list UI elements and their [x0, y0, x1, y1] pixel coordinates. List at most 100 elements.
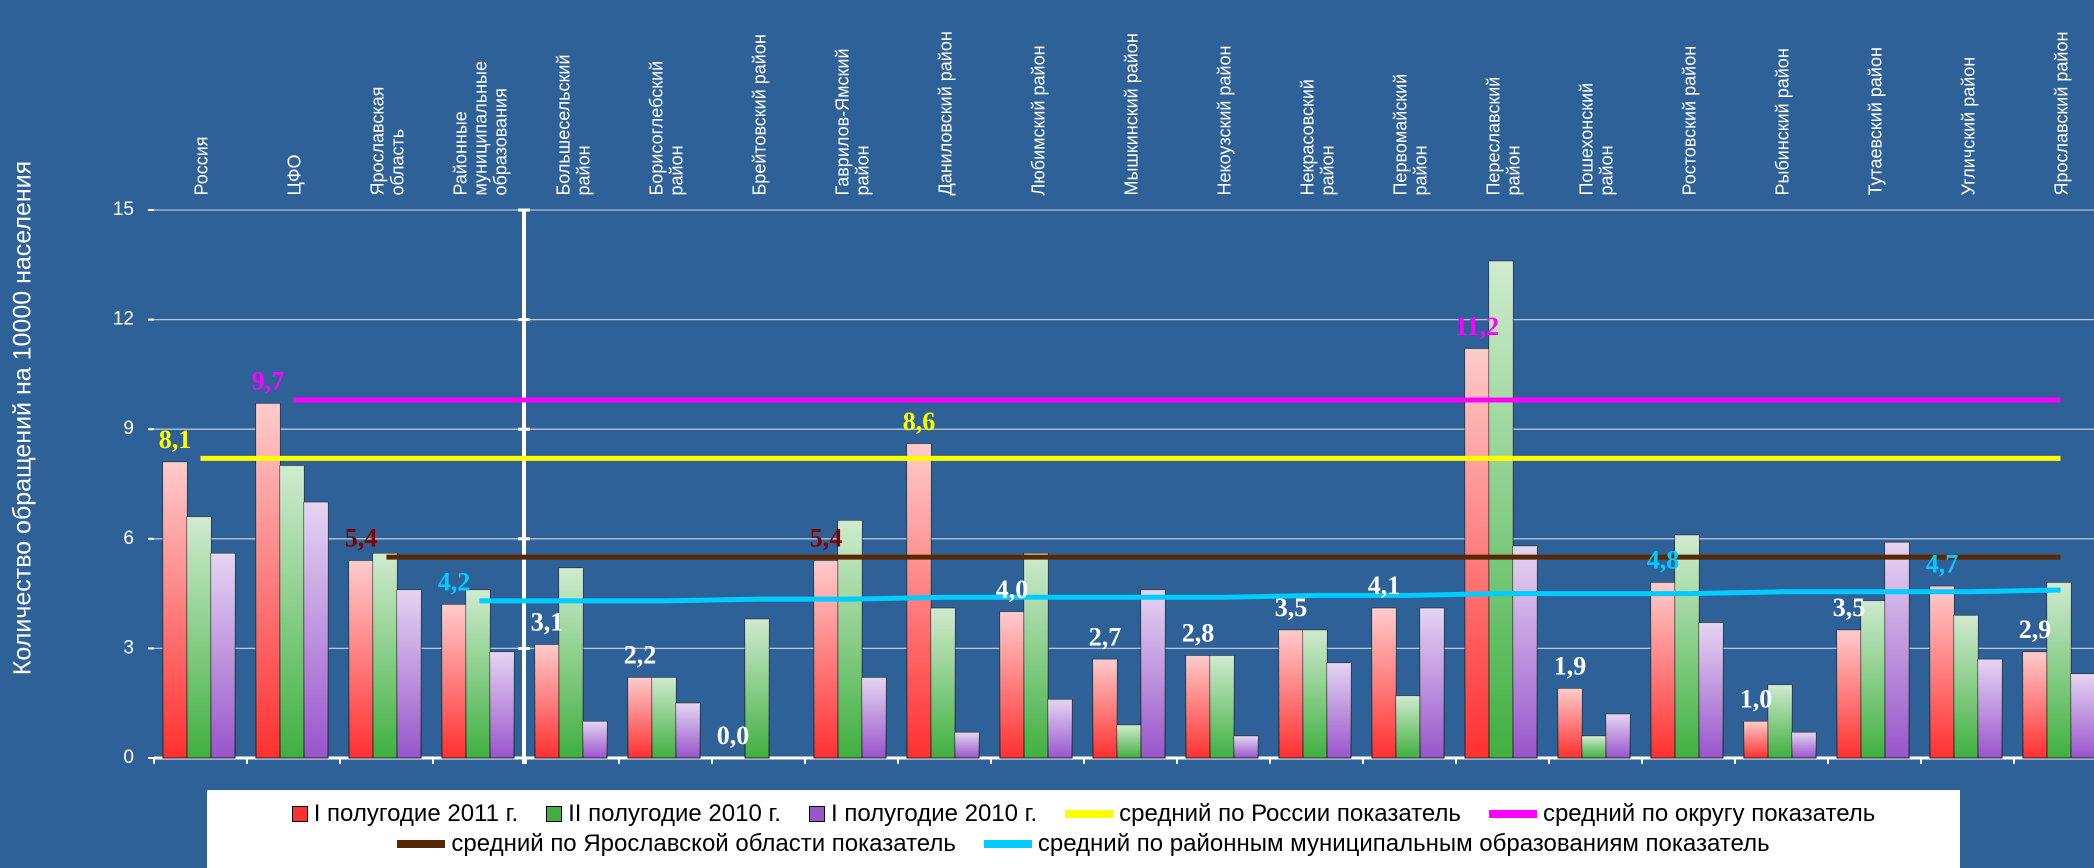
bar	[558, 567, 584, 759]
legend-label: I полугодие 2011 г.	[313, 800, 519, 827]
legend-swatch	[291, 806, 308, 822]
x-tick-label: Мышкинский район	[1120, 32, 1141, 195]
bar	[930, 607, 956, 759]
legend-item: I полугодие 2010 г.	[808, 800, 1038, 828]
bar	[2022, 651, 2048, 759]
bar	[627, 677, 653, 759]
bar	[1791, 731, 1817, 759]
x-tick-label: Ростовский район	[1678, 45, 1699, 195]
x-tick-label: Россия	[190, 135, 211, 195]
bar	[1047, 699, 1073, 759]
bar	[303, 501, 329, 759]
data-label: 4,0	[996, 575, 1029, 604]
bar	[1977, 658, 2003, 759]
bar	[1884, 541, 1910, 759]
x-tick-label: ЦФО	[283, 153, 304, 195]
data-label: 11,2	[1455, 312, 1499, 341]
y-tick-label: 6	[123, 528, 134, 549]
legend-item: I полугодие 2011 г.	[291, 800, 519, 828]
x-tick-label: Угличский район	[1957, 56, 1978, 195]
bar	[1836, 629, 1862, 759]
data-label: 4,2	[438, 568, 471, 597]
legend-item: средний по Ярославской области показател…	[397, 830, 956, 858]
bar	[999, 611, 1025, 759]
data-label: 3,5	[1275, 593, 1308, 622]
bar	[1860, 600, 1886, 759]
bar	[651, 677, 677, 759]
x-tick-label: Некоузский район	[1213, 45, 1234, 195]
bar	[1371, 607, 1397, 759]
legend: I полугодие 2011 г. II полугодие 2010 г. I…	[207, 790, 1960, 868]
data-label: 3,5	[1833, 593, 1866, 622]
bar	[1512, 545, 1538, 759]
x-tick-label: Гаврилов-Ямский район	[831, 47, 872, 195]
bar	[1419, 607, 1445, 759]
bar	[1233, 735, 1259, 759]
bar	[210, 552, 236, 759]
bar	[1185, 655, 1211, 759]
data-label: 4,1	[1368, 571, 1401, 600]
bar	[1326, 662, 1352, 759]
x-tick-label: Рыбинский район	[1771, 47, 1792, 195]
x-tick-label: Брейтовский район	[748, 33, 769, 195]
data-label: 2,2	[624, 641, 657, 670]
bar	[675, 702, 701, 759]
legend-item: средний по округу показатель	[1488, 800, 1876, 828]
bar	[906, 443, 932, 759]
bar	[813, 560, 839, 759]
y-tick-label: 9	[123, 418, 134, 439]
legend-swatch	[546, 806, 563, 822]
bar	[1092, 658, 1118, 759]
bar	[441, 604, 467, 759]
legend-label: средний по Ярославской области показател…	[451, 830, 956, 857]
data-label: 3,1	[531, 608, 564, 637]
data-label: 2,9	[2019, 615, 2052, 644]
legend-swatch	[808, 806, 825, 822]
x-tick-label: Даниловский район	[934, 30, 955, 195]
data-label: 0,0	[717, 721, 750, 750]
data-label: 5,4	[345, 524, 378, 553]
legend-label: средний по округу показатель	[1542, 800, 1876, 827]
y-axis-label: Количество обращений на 10000 населения	[9, 161, 37, 675]
x-tick-label: Ярославский район	[2050, 31, 2071, 195]
bar	[1302, 629, 1328, 759]
y-tick-label: 15	[113, 199, 134, 220]
bar	[1743, 720, 1769, 759]
reference-line	[479, 587, 2061, 604]
bar	[396, 589, 422, 759]
bar	[348, 560, 374, 759]
data-label: 2,7	[1089, 622, 1122, 651]
x-tick-label: Некрасовский район	[1296, 78, 1337, 195]
bar	[1698, 622, 1724, 759]
data-label: 4,7	[1926, 549, 1959, 578]
legend-label: средний по районным муниципальным образо…	[1037, 830, 1770, 857]
bar	[1557, 688, 1583, 759]
y-tick-label: 3	[123, 637, 134, 658]
legend-swatch	[397, 840, 446, 848]
x-tick-label: Тутаевский район	[1864, 46, 1885, 195]
x-tick-label: Первомайский район	[1389, 73, 1430, 195]
data-label: 4,8	[1647, 546, 1680, 575]
legend-item: II полугодие 2010 г.	[546, 800, 781, 828]
legend-item: средний по России показатель	[1065, 800, 1461, 828]
data-label: 8,6	[903, 407, 936, 436]
bar	[2046, 582, 2072, 759]
y-tick-label: 12	[113, 309, 134, 330]
data-label: 9,7	[252, 367, 285, 396]
legend-label: I полугодие 2010 г.	[830, 800, 1038, 827]
data-label: 2,8	[1182, 619, 1215, 648]
bar	[1953, 615, 1979, 759]
bar	[162, 461, 188, 759]
bar	[372, 552, 398, 759]
bar	[1929, 585, 1955, 759]
x-tick-label: Переславский район	[1482, 76, 1523, 195]
bar	[1116, 724, 1142, 759]
legend-label: II полугодие 2010 г.	[568, 800, 781, 827]
bar	[1605, 713, 1631, 759]
legend-swatch	[1488, 810, 1537, 818]
bar	[582, 720, 608, 759]
bar	[1464, 348, 1490, 759]
bar	[1581, 735, 1607, 759]
x-tick-label: Ярославская область	[366, 86, 407, 195]
